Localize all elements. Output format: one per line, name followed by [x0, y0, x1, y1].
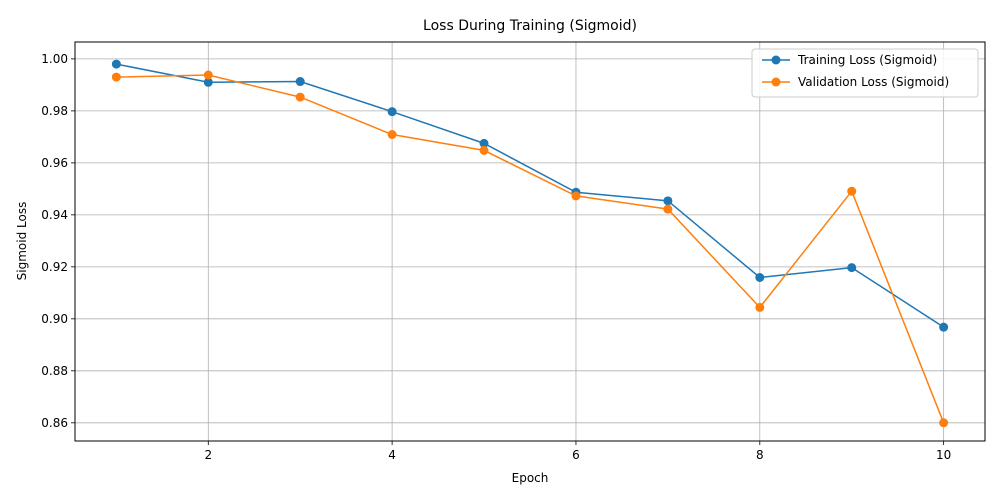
series-line-validation	[116, 74, 945, 424]
series-layer	[111, 59, 949, 428]
data-point-training	[847, 263, 857, 273]
legend-label-validation: Validation Loss (Sigmoid)	[798, 75, 949, 89]
legend-box	[751, 48, 979, 98]
legend-marker-training	[771, 55, 781, 65]
data-point-validation	[755, 302, 765, 312]
x-tick-label: 8	[756, 448, 764, 462]
data-point-training	[387, 107, 397, 117]
legend-label-training: Training Loss (Sigmoid)	[797, 53, 937, 67]
x-axis-title: Epoch	[512, 471, 549, 485]
data-point-validation	[479, 145, 489, 155]
y-tick-label: 0.94	[41, 208, 68, 222]
data-point-training	[939, 322, 949, 332]
data-point-validation	[663, 204, 673, 214]
y-tick-label: 0.92	[41, 260, 68, 274]
data-point-validation	[203, 70, 213, 80]
y-tick-label: 0.88	[41, 364, 68, 378]
data-point-training	[111, 59, 121, 69]
data-point-training	[479, 138, 489, 148]
legend-marker-validation	[771, 77, 781, 87]
data-point-validation	[939, 418, 949, 428]
chart-title: Loss During Training (Sigmoid)	[423, 18, 637, 34]
data-point-training	[755, 273, 765, 283]
data-point-training	[663, 196, 673, 206]
x-tick-label: 10	[936, 448, 951, 462]
data-point-validation	[847, 186, 857, 196]
legend: Training Loss (Sigmoid) Validation Loss …	[751, 48, 979, 98]
y-tick-label: 1.00	[41, 52, 68, 66]
data-point-validation	[571, 191, 581, 201]
y-tick-label: 0.86	[41, 416, 68, 430]
data-point-validation	[111, 72, 121, 82]
x-tick-label: 4	[388, 448, 396, 462]
y-tick-label: 0.98	[41, 104, 68, 118]
plot-frame	[74, 41, 986, 442]
data-point-training	[295, 77, 305, 87]
x-tick-label: 2	[204, 448, 212, 462]
data-point-validation	[387, 130, 397, 140]
series-line-training	[116, 63, 945, 328]
axis-ticks: 2 4 6 8 10 0.86 0.88 0.90 0.92 0.94 0.96 0.98 1.00	[41, 52, 951, 462]
data-point-training	[203, 77, 213, 87]
data-point-validation	[295, 92, 305, 102]
y-tick-label: 0.90	[41, 312, 68, 326]
y-axis-title: Sigmoid Loss	[15, 202, 29, 281]
y-tick-label: 0.96	[41, 156, 68, 170]
x-tick-label: 6	[572, 448, 580, 462]
